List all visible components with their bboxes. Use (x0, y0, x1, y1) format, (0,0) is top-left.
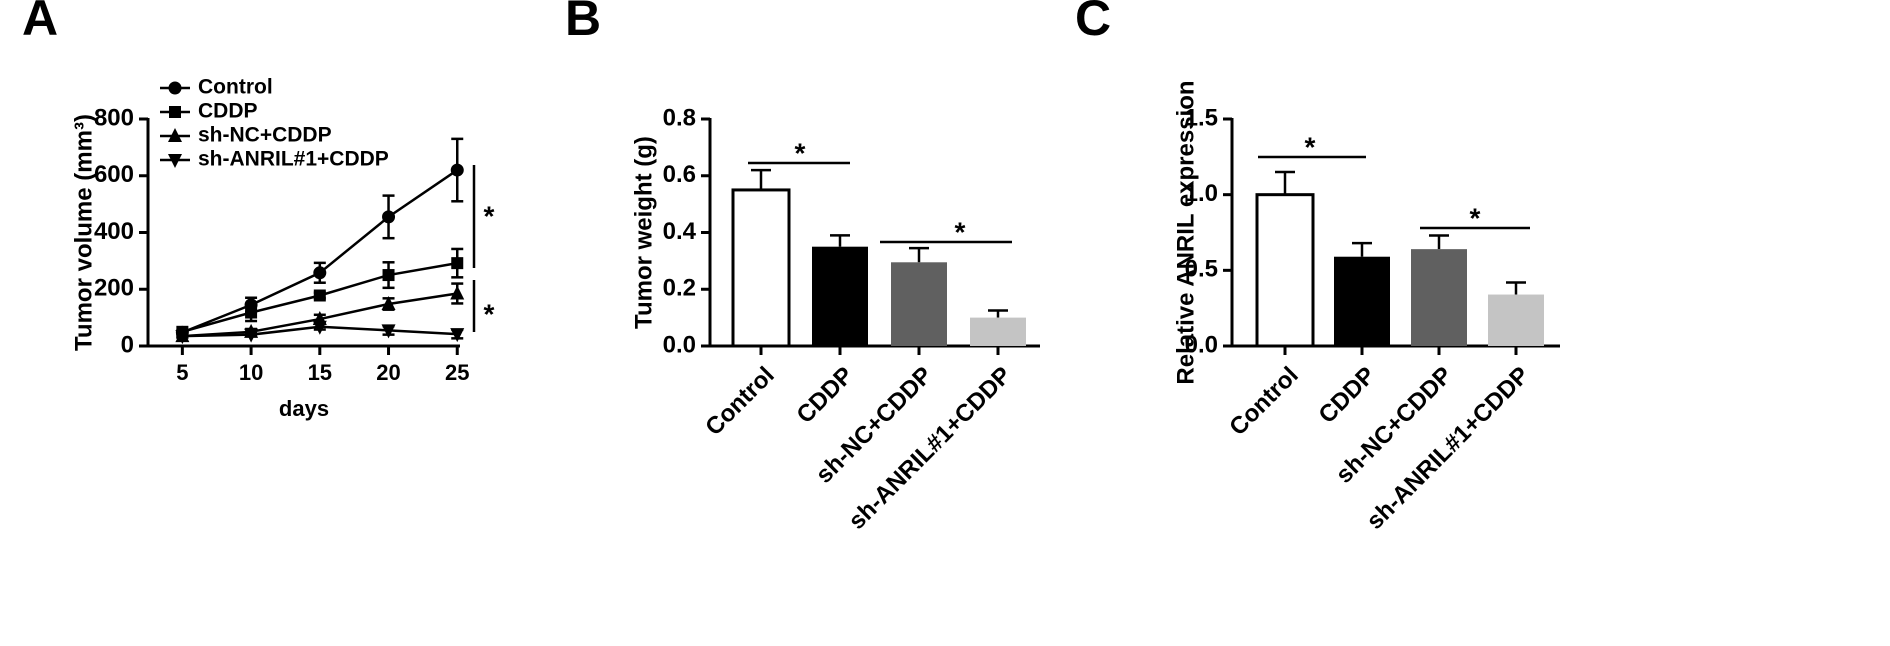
y-tick-label: 0 (121, 331, 134, 358)
legend-marker (168, 81, 182, 95)
bar (1411, 249, 1467, 346)
x-axis-label: days (279, 396, 329, 421)
marker (312, 320, 327, 335)
significance-mark: * (484, 298, 495, 329)
legend-marker (169, 106, 181, 118)
y-tick-label: 0.0 (663, 331, 696, 358)
marker (382, 210, 396, 224)
legend-label: sh-ANRIL#1+CDDP (198, 148, 389, 171)
y-tick-label: 0.2 (663, 275, 696, 302)
significance-mark: * (955, 216, 966, 247)
legend-marker (168, 128, 182, 142)
marker (450, 328, 465, 343)
legend-marker (168, 154, 182, 168)
marker (450, 163, 464, 177)
y-tick-label: 0.5 (1185, 256, 1218, 283)
y-tick-label: 0.6 (663, 161, 696, 188)
y-tick-label: 200 (94, 275, 134, 302)
y-tick-label: 1.0 (1185, 180, 1218, 207)
x-tick-label: Control (700, 362, 779, 441)
y-axis-label: Tumor volume (mm³) (70, 114, 97, 351)
bar (970, 317, 1026, 346)
bar (812, 246, 868, 346)
marker (244, 328, 259, 343)
x-tick-label: 25 (445, 360, 469, 385)
marker (382, 269, 395, 282)
x-tick-label: Control (1224, 362, 1303, 441)
significance-mark: * (1470, 202, 1481, 233)
x-tick-label: 5 (176, 360, 188, 385)
y-tick-label: 400 (94, 218, 134, 245)
bar (1334, 256, 1390, 346)
significance-mark: * (795, 137, 806, 168)
x-tick-label: 15 (308, 360, 332, 385)
bar (1255, 193, 1315, 348)
y-axis-label: Tumor weight (g) (630, 136, 657, 329)
y-tick-label: 800 (94, 104, 134, 131)
bar (731, 188, 791, 348)
x-tick-label: 20 (376, 360, 400, 385)
y-tick-label: 600 (94, 161, 134, 188)
y-tick-label: 0.8 (663, 104, 696, 131)
y-tick-label: 0.4 (663, 218, 697, 245)
significance-mark: * (1305, 131, 1316, 162)
y-tick-label: 0.0 (1185, 331, 1218, 358)
x-tick-label: CDDP (1314, 362, 1381, 429)
y-tick-label: 1.5 (1185, 104, 1218, 131)
panel-label: B (565, 0, 601, 46)
panel-label: C (1075, 0, 1111, 46)
marker (451, 257, 464, 270)
marker (175, 330, 190, 345)
series-line (181, 169, 458, 334)
marker (245, 306, 258, 319)
y-axis-label: Relative ANRIL expression (1172, 80, 1199, 384)
marker (381, 324, 396, 339)
marker (313, 266, 327, 280)
bar (891, 262, 947, 346)
bar (1488, 294, 1544, 346)
significance-mark: * (484, 200, 495, 231)
marker (381, 296, 396, 311)
x-tick-label: 10 (239, 360, 263, 385)
panel-label: A (22, 0, 58, 46)
legend-label: sh-NC+CDDP (198, 124, 332, 147)
legend-label: Control (198, 76, 273, 99)
x-tick-label: CDDP (792, 362, 859, 429)
marker (450, 285, 465, 300)
legend-label: CDDP (198, 100, 258, 123)
marker (313, 289, 326, 302)
